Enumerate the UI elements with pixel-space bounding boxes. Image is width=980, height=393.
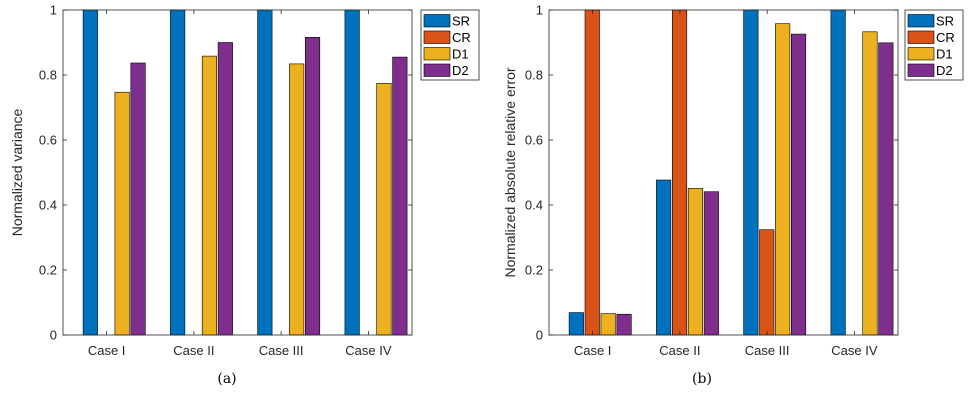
chart-a: 0 0.2 0.4 0.6 0.8 1 Case I Case II Case III Case … <box>9 3 480 358</box>
y-tick-label: 0.4 <box>39 198 57 213</box>
bar-d2-2 <box>217 42 233 336</box>
chart-b: 0 0.2 0.4 0.6 0.8 1 Case I Case II Case III Case … <box>502 3 964 358</box>
bar-d1-1 <box>600 313 616 336</box>
legend-swatch-cr <box>423 30 451 44</box>
caption-a: (a) <box>217 371 237 387</box>
y-tick-label: 0.8 <box>39 68 57 83</box>
y-axis-label: Normalized variance <box>9 108 25 236</box>
x-tick-label: Case IV <box>831 343 878 358</box>
bar-cr-3 <box>759 229 775 336</box>
legend-swatch-d2 <box>423 63 451 77</box>
caption-b: (b) <box>692 371 712 387</box>
bar-d1-2 <box>687 188 704 336</box>
y-tick-label: 0 <box>536 328 543 343</box>
bar-d2-3 <box>790 33 807 336</box>
y-axis-label: Normalized absolute relative error <box>502 67 518 277</box>
legend-label-d1: D1 <box>936 47 953 62</box>
bar-d2-3 <box>304 36 321 336</box>
y-tick-label: 0.4 <box>525 198 543 213</box>
plot-frame <box>548 9 899 336</box>
legend-swatch-d1 <box>907 47 935 61</box>
legend-label-sr: SR <box>936 14 954 29</box>
x-tick-label: Case III <box>745 343 790 358</box>
bar-d1-2 <box>201 55 217 336</box>
bar-d2-2 <box>703 191 719 336</box>
bar-d1-1 <box>114 91 130 336</box>
bar-cr-1 <box>584 9 600 336</box>
bar-d2-4 <box>392 56 408 336</box>
bar-d1-4 <box>376 83 392 336</box>
y-tick-label: 1 <box>536 3 543 18</box>
y-tick-label: 0.6 <box>39 133 57 148</box>
y-tick-label: 0 <box>50 328 57 343</box>
bar-sr-1 <box>82 9 98 336</box>
legend-swatch-d2 <box>907 63 935 77</box>
bar-d2-1 <box>130 62 146 336</box>
legend-label-d1: D1 <box>452 47 469 62</box>
bar-d2-1 <box>616 313 632 336</box>
y-tick-label: 0.6 <box>525 133 543 148</box>
y-tick-label: 0.8 <box>525 68 543 83</box>
bar-d1-3 <box>289 63 305 336</box>
bar-sr-2 <box>656 179 672 336</box>
legend-swatch-d1 <box>423 47 451 61</box>
bar-cr-2 <box>671 9 688 336</box>
legend-label-cr: CR <box>936 30 955 45</box>
x-tick-label: Case II <box>173 343 214 358</box>
y-tick-label: 1 <box>50 3 57 18</box>
bar-d1-3 <box>775 23 791 336</box>
y-tick-label: 0.2 <box>39 263 57 278</box>
legend-swatch-sr <box>423 14 451 28</box>
x-tick-label: Case IV <box>345 343 392 358</box>
bar-sr-3 <box>257 9 273 336</box>
x-tick-label: Case I <box>88 343 126 358</box>
legend-swatch-cr <box>907 30 935 44</box>
bar-sr-4 <box>344 9 360 336</box>
y-tick-label: 0.2 <box>525 263 543 278</box>
legend-label-d2: D2 <box>452 63 469 78</box>
legend-label-d2: D2 <box>936 63 953 78</box>
x-tick-label: Case III <box>259 343 304 358</box>
bar-d1-4 <box>862 31 878 336</box>
x-tick-label: Case II <box>659 343 700 358</box>
bar-sr-1 <box>568 312 584 336</box>
bar-d2-4 <box>878 42 894 336</box>
legend-label-cr: CR <box>452 30 471 45</box>
legend-swatch-sr <box>907 14 935 28</box>
bar-sr-4 <box>830 9 846 336</box>
plot-frame <box>62 9 413 336</box>
x-tick-label: Case I <box>574 343 612 358</box>
bar-sr-3 <box>743 9 759 336</box>
bar-sr-2 <box>170 9 186 336</box>
legend-label-sr: SR <box>452 14 470 29</box>
